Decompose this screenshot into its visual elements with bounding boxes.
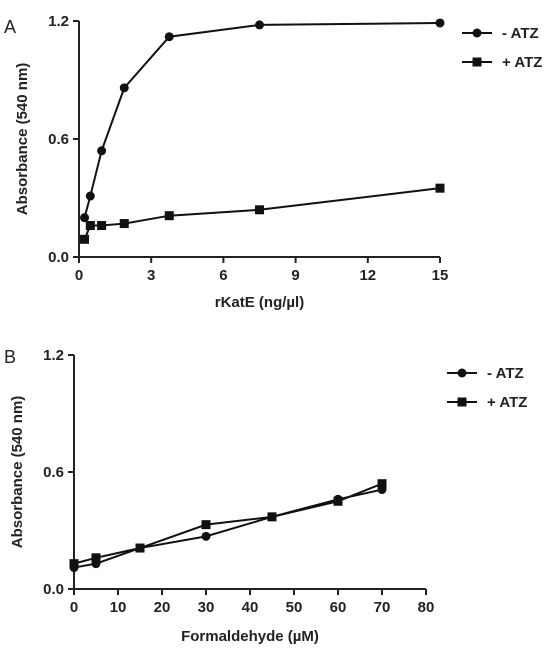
- panel-b-x-tick-label: 20: [154, 599, 171, 616]
- panel-b-point-square: [202, 520, 211, 529]
- panel-a-y-tick-label: 0.0: [48, 249, 69, 266]
- panel-b-legend-marker-circle: [458, 369, 467, 378]
- panel-b-point-square: [136, 544, 145, 553]
- panel-a-x-tick-label: 6: [219, 267, 227, 284]
- panel-b-legend-label: - ATZ: [487, 365, 524, 382]
- panel-b-label: B: [4, 347, 16, 367]
- panel-a-x-tick-label: 3: [147, 267, 155, 284]
- panel-b-x-tick-label: 0: [70, 599, 78, 616]
- panel-a-point-square: [165, 211, 174, 220]
- panel-b-y-tick-label: 0.6: [43, 464, 64, 481]
- panel-a-y-tick-label: 1.2: [48, 13, 69, 30]
- panel-b-x-tick-label: 70: [374, 599, 391, 616]
- panel-b-y-axis-label: Absorbance (540 nm): [9, 396, 26, 549]
- panel-a-label: A: [4, 17, 16, 37]
- panel-a-legend-label: + ATZ: [502, 54, 542, 71]
- panel-a-point-circle: [97, 146, 106, 155]
- panel-a-x-tick-label: 0: [75, 267, 83, 284]
- panel-a-legend-marker-square: [473, 58, 482, 67]
- panel-b-point-square: [378, 479, 387, 488]
- panel-b-x-tick-label: 80: [418, 599, 435, 616]
- panel-a-point-square: [80, 235, 89, 244]
- panel-a-series-line-circle: [85, 23, 440, 218]
- panel-a-x-tick-label: 15: [432, 267, 449, 284]
- panel-b-x-tick-label: 30: [198, 599, 215, 616]
- panel-b-point-square: [334, 497, 343, 506]
- panel-a-point-circle: [80, 213, 89, 222]
- panel-a-x-axis-label: rKatE (ng/µl): [215, 294, 304, 311]
- panel-b-y-tick-label: 0.0: [43, 581, 64, 598]
- panel-b-x-tick-label: 60: [330, 599, 347, 616]
- panel-a: A 0.0 0.6 1.2 0 3 6 9 12 15 rKatE (ng/µl) Absorban…: [4, 13, 542, 311]
- panel-a-point-square: [97, 221, 106, 230]
- panel-b: B 0.0 0.6 1.2 0 10 20 30 40 50 60 70 80 Formaldehyde…: [4, 347, 527, 645]
- panel-b-x-tick-label: 40: [242, 599, 259, 616]
- panel-a-point-square: [86, 221, 95, 230]
- panel-b-point-square: [92, 553, 101, 562]
- panel-a-y-axis-label: Absorbance (540 nm): [14, 63, 31, 216]
- panel-b-x-tick-label: 10: [110, 599, 127, 616]
- panel-a-point-square: [436, 184, 445, 193]
- panel-a-x-tick-label: 9: [291, 267, 299, 284]
- panel-b-x-tick-label: 50: [286, 599, 303, 616]
- panel-b-x-axis-label: Formaldehyde (µM): [181, 628, 319, 645]
- panel-b-y-tick-label: 1.2: [43, 347, 64, 364]
- panel-b-legend-label: + ATZ: [487, 394, 527, 411]
- panel-b-point-circle: [202, 532, 211, 541]
- panel-a-point-square: [255, 205, 264, 214]
- panel-a-point-square: [120, 219, 129, 228]
- panel-a-point-circle: [165, 32, 174, 41]
- panel-b-point-square: [70, 559, 79, 568]
- panel-a-y-tick-label: 0.6: [48, 131, 69, 148]
- panel-a-point-circle: [255, 20, 264, 29]
- panel-b-point-square: [268, 512, 277, 521]
- panel-a-point-circle: [86, 192, 95, 201]
- panel-a-point-circle: [120, 83, 129, 92]
- panel-b-legend-marker-square: [458, 398, 467, 407]
- panel-a-legend-marker-circle: [473, 29, 482, 38]
- panel-a-point-circle: [436, 18, 445, 27]
- panel-a-x-tick-label: 12: [359, 267, 376, 284]
- panel-a-legend-label: - ATZ: [502, 25, 539, 42]
